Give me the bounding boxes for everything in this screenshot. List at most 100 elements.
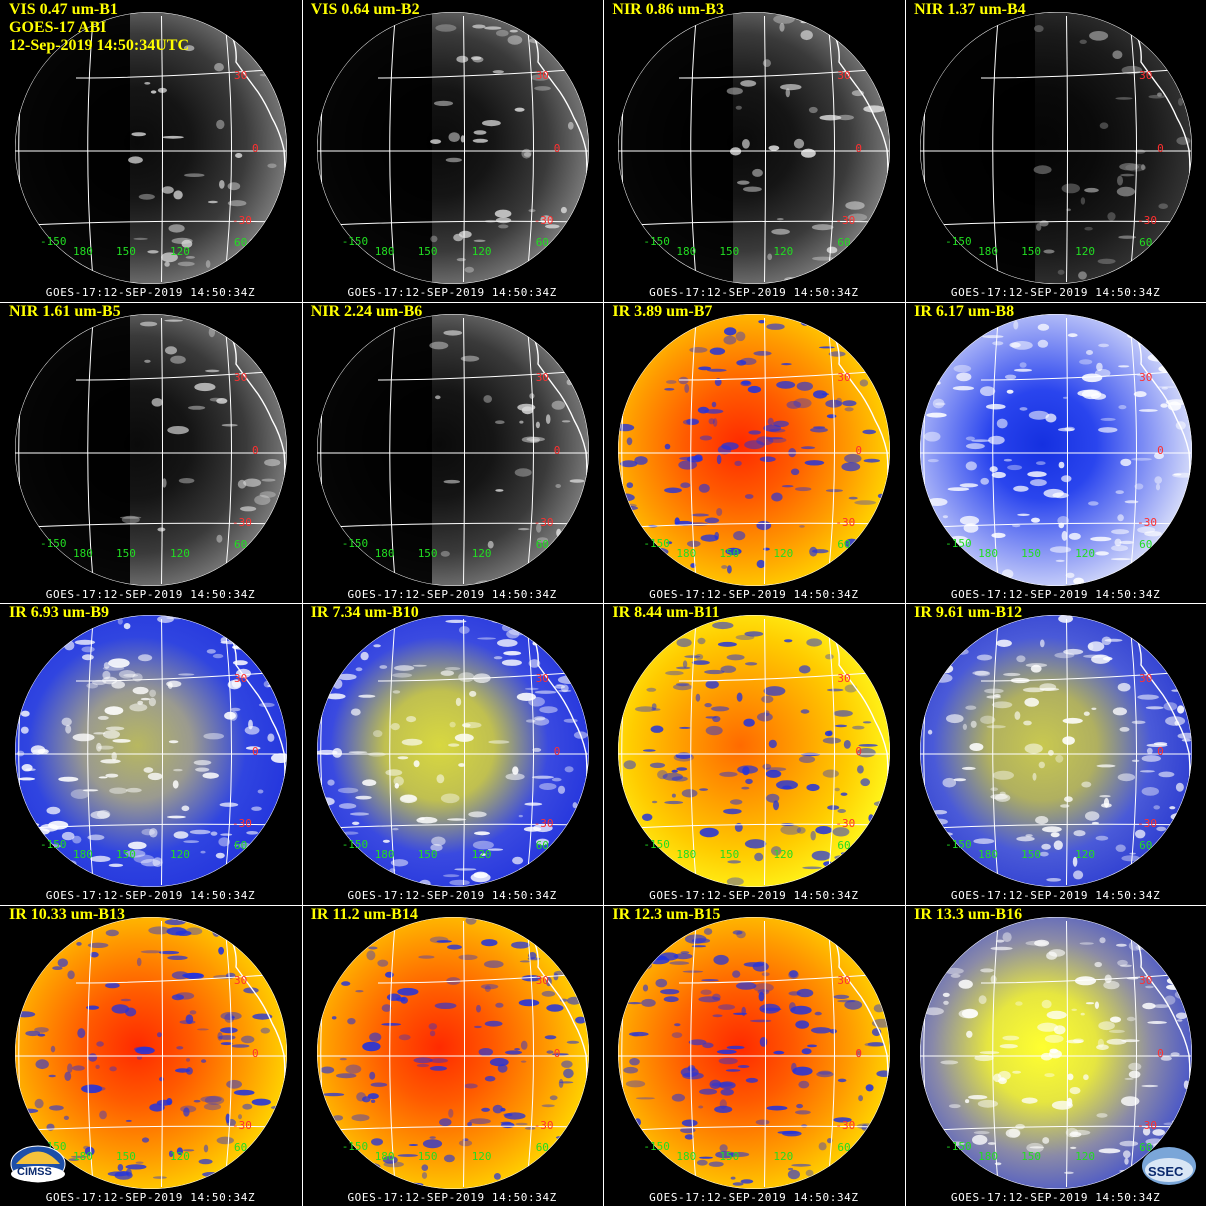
lon-label-60: 60 [234, 1141, 248, 1155]
lon-label-180: 180 [374, 245, 395, 258]
lon-label-minus150: -150 [945, 838, 972, 852]
lon-label-180: 180 [73, 1150, 93, 1164]
timestamp-footer: GOES-17:12-SEP-2019 14:50:34Z [950, 587, 1161, 601]
lat-label-30: 30 [535, 672, 549, 686]
earth-disk-image [920, 12, 1193, 284]
lon-label-60: 60 [837, 236, 851, 249]
lat-label-minus30: -30 [1137, 515, 1157, 529]
lat-label-0: 0 [855, 745, 863, 759]
band-panel-1: VIS 0.47 um-B1 30 0 -30 -150 180 150 120… [0, 0, 301, 301]
datetime-label: 12-Sep-2019 14:50:34UTC [9, 37, 189, 54]
band-label: IR 7.34 um-B10 [310, 604, 419, 622]
timestamp-footer: GOES-17:12-SEP-2019 14:50:34Z [950, 286, 1161, 299]
lat-label-0: 0 [553, 443, 561, 457]
lon-label-60: 60 [1139, 839, 1153, 853]
lat-label-minus30: -30 [533, 817, 554, 831]
earth-disk-image [618, 12, 891, 284]
lon-label-180: 180 [374, 1150, 395, 1164]
timestamp-footer: GOES-17:12-SEP-2019 14:50:34Z [649, 889, 859, 903]
lon-label-60: 60 [535, 839, 549, 853]
band-panel-16: IR 13.3 um-B16 30 0 -30 -150 180 150 120… [905, 905, 1206, 1206]
timestamp-footer: GOES-17:12-SEP-2019 14:50:34Z [45, 587, 256, 601]
lat-label-30: 30 [837, 69, 851, 82]
lat-label-30: 30 [535, 974, 549, 988]
lat-label-minus30: -30 [232, 1119, 252, 1133]
lat-label-30: 30 [234, 69, 248, 82]
lon-label-180: 180 [978, 245, 998, 258]
lon-label-150: 150 [1021, 1150, 1041, 1164]
lon-label-180: 180 [374, 546, 395, 560]
earth-disk-image [920, 917, 1193, 1190]
lat-label-30: 30 [535, 69, 549, 82]
lon-label-120: 120 [1075, 1150, 1095, 1164]
lat-label-minus30: -30 [835, 1119, 856, 1133]
panel-divider-horizontal [0, 904, 1206, 906]
lon-label-60: 60 [234, 839, 248, 853]
lon-label-60: 60 [234, 236, 248, 249]
lon-label-150: 150 [719, 1150, 740, 1164]
ssec-logo-text: SSEC [1148, 1164, 1184, 1179]
lat-label-minus30: -30 [533, 515, 554, 529]
ssec-logo: SSEC [1140, 1144, 1198, 1188]
earth-disk-image [15, 615, 287, 888]
lat-label-30: 30 [1139, 370, 1153, 384]
lat-label-0: 0 [252, 1047, 259, 1061]
timestamp-footer: GOES-17:12-SEP-2019 14:50:34Z [347, 286, 557, 299]
band-panel-14: IR 11.2 um-B14 30 0 -30 -150 180 150 120… [301, 905, 603, 1206]
lat-label-minus30: -30 [232, 515, 252, 529]
lon-label-120: 120 [1075, 848, 1095, 862]
lon-label-150: 150 [719, 848, 740, 862]
lat-label-0: 0 [553, 1047, 561, 1061]
panel-divider-vertical [904, 0, 906, 1206]
band-panel-12: IR 9.61 um-B12 30 0 -30 -150 180 150 120… [905, 603, 1206, 905]
lon-label-60: 60 [1139, 537, 1153, 551]
lon-label-minus150: -150 [341, 235, 369, 248]
lat-label-minus30: -30 [1137, 817, 1157, 831]
lat-label-minus30: -30 [533, 1119, 554, 1133]
lat-label-30: 30 [837, 672, 851, 686]
lon-label-60: 60 [837, 537, 851, 551]
band-label: NIR 1.61 um-B5 [9, 302, 121, 320]
lon-label-120: 120 [471, 546, 492, 560]
lon-label-150: 150 [116, 245, 136, 258]
band-panel-3: NIR 0.86 um-B3 30 0 -30 -150 180 150 120… [603, 0, 905, 301]
cimss-logo-text: CIMSS [17, 1166, 52, 1178]
earth-disk-image [316, 615, 589, 888]
lon-label-180: 180 [676, 848, 697, 862]
band-label: IR 10.33 um-B13 [9, 906, 126, 924]
lon-label-180: 180 [676, 1150, 697, 1164]
lat-label-minus30: -30 [232, 817, 252, 831]
earth-disk-image [316, 12, 589, 284]
lat-label-minus30: -30 [1137, 214, 1157, 227]
lat-label-0: 0 [553, 745, 561, 759]
lat-label-minus30: -30 [1137, 1119, 1157, 1133]
lon-label-60: 60 [837, 839, 851, 853]
lon-label-150: 150 [1021, 546, 1041, 560]
lat-label-0: 0 [1157, 142, 1164, 155]
earth-disk-image [920, 313, 1193, 586]
lon-label-120: 120 [170, 245, 190, 258]
lat-label-0: 0 [553, 142, 561, 155]
earth-disk-image [15, 313, 287, 586]
panel-divider-horizontal [0, 603, 1206, 604]
band-label: IR 3.89 um-B7 [612, 302, 713, 320]
lon-label-minus150: -150 [643, 235, 670, 248]
lat-label-0: 0 [252, 745, 259, 759]
lon-label-150: 150 [719, 245, 740, 258]
earth-disk-image [15, 917, 287, 1190]
lon-label-180: 180 [978, 546, 998, 560]
timestamp-footer: GOES-17:12-SEP-2019 14:50:34Z [950, 889, 1161, 903]
lat-label-0: 0 [252, 142, 259, 155]
band-label: IR 6.17 um-B8 [914, 302, 1015, 320]
band-label: IR 9.61 um-B12 [914, 604, 1023, 622]
band-label: IR 11.2 um-B14 [310, 906, 418, 924]
earth-disk-image [15, 12, 287, 284]
timestamp-footer: GOES-17:12-SEP-2019 14:50:34Z [45, 1191, 256, 1205]
band-label: IR 8.44 um-B11 [612, 604, 720, 622]
lat-label-30: 30 [837, 974, 851, 988]
band-label: NIR 1.37 um-B4 [914, 1, 1026, 18]
lon-label-minus150: -150 [945, 1140, 972, 1154]
lat-label-0: 0 [855, 1047, 863, 1061]
lon-label-120: 120 [471, 245, 492, 258]
band-label: IR 13.3 um-B16 [914, 906, 1023, 924]
